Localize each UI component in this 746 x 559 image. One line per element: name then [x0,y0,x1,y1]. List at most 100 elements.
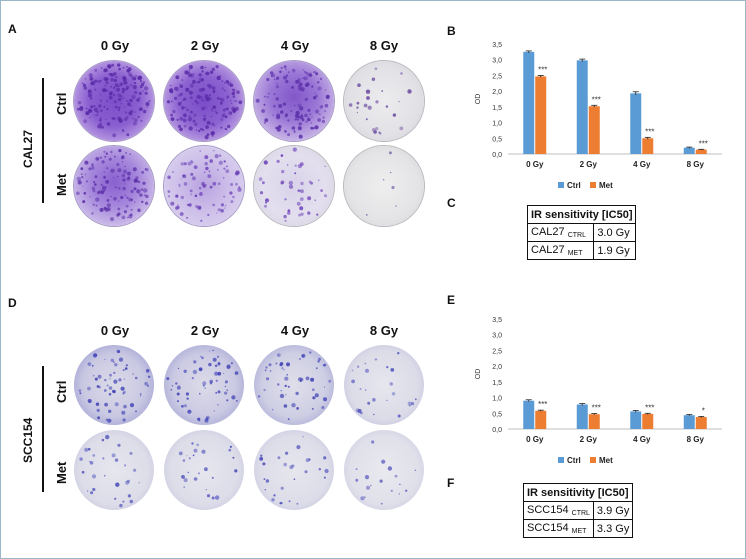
colony-dot [212,203,215,207]
colony-dot [84,160,89,165]
colony-dot [303,76,308,81]
colony-dot [269,71,274,75]
colony-dot [104,207,109,212]
y-tick-label: 3,0 [492,58,502,65]
colony-dot [307,74,309,77]
colony-dot [125,151,128,154]
colony-dot [374,67,378,70]
dish-scc154-met-8gy [344,430,424,510]
colony-dot [105,434,110,440]
colony-dot [199,95,203,99]
colony-dot [130,84,133,87]
colony-dot [167,195,171,198]
colony-dot [372,398,376,402]
colony-dot [373,130,377,134]
colony-dot [187,409,192,414]
colony-dot [137,75,142,81]
colony-dot [138,97,141,100]
colony-dot [236,400,238,402]
colony-dot [84,173,87,176]
colony-dot [379,479,383,483]
colony-dot [281,367,284,370]
colony-dot [210,98,212,100]
colony-dot [201,106,206,111]
colony-dot [80,176,84,179]
colony-dot [190,160,193,163]
colony-dot [363,103,368,108]
colony-dot [175,206,179,210]
colony-dot [118,116,122,120]
colony-dot [117,63,121,67]
colony-dot [90,78,92,81]
dose-header-cal27-4: 4 Gy [280,38,310,53]
colony-dot [216,97,220,100]
colony-dot [286,362,290,367]
colony-dot [99,207,104,212]
colony-dot [204,162,208,166]
colony-dot [118,350,121,353]
colony-dot [324,89,327,91]
colony-dot [209,379,213,384]
colony-dot [285,394,287,396]
colony-dot [323,476,326,479]
colony-dot [123,404,127,409]
colony-dot [95,402,100,406]
colony-dot [94,69,98,72]
y-tick-label: 3,0 [492,333,502,340]
colony-dot [193,113,197,117]
colony-dot [192,454,195,457]
colony-dot [130,208,133,211]
colony-dot [206,96,211,101]
colony-dot [206,120,211,125]
colony-dot [209,70,214,75]
colony-dot [218,160,223,165]
bar-ctrl [630,411,642,429]
colony-dot [170,113,173,117]
colony-dot [130,109,134,113]
colony-dot [198,129,200,132]
colony-dot [214,495,220,500]
colony-dot [217,169,219,171]
colony-dot [293,478,296,481]
colony-dot [92,189,96,193]
colony-dot [190,172,194,176]
colony-dot [95,111,97,113]
colony-dot [133,187,137,191]
colony-dot [299,82,303,86]
colony-dot [114,186,117,189]
panel-label-c: C [447,196,456,210]
colony-dot [87,386,91,391]
colony-dot [201,70,204,73]
colony-dot [314,199,317,201]
colony-dot [202,117,207,122]
colony-dot [414,398,417,401]
colony-dot [120,386,125,391]
colony-dot [179,84,183,89]
colony-dot [283,214,287,219]
significance-marker: *** [645,127,654,136]
colony-dot [176,90,178,92]
colony-dot [120,102,123,105]
colony-dot [297,126,302,131]
colony-dot [118,109,120,112]
colony-dot [192,369,198,375]
colony-dot [287,418,290,421]
colony-dot [365,89,371,94]
colony-dot [110,85,112,88]
colony-dot [123,210,127,214]
colony-dot [369,484,372,487]
colony-dot [281,169,285,174]
colony-dot [220,98,225,102]
colony-dot [273,93,276,96]
colony-dot [275,362,278,365]
colony-dot [234,99,237,103]
colony-dot [313,71,315,73]
colony-dot [279,70,282,74]
y-tick-label: 1,0 [492,121,502,128]
colony-dot [371,440,375,444]
colony-dot [179,212,184,216]
colony-dot [312,127,315,130]
colony-dot [93,105,96,108]
colony-dot [126,99,129,103]
